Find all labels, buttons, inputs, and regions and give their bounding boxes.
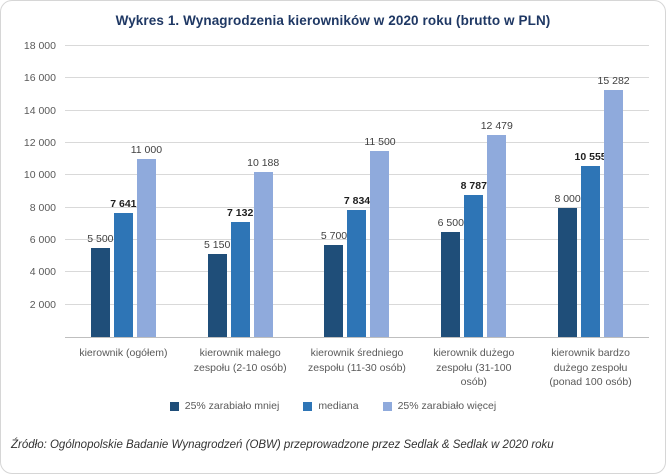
bar bbox=[604, 89, 624, 337]
gridline bbox=[65, 174, 649, 176]
category-label: kierownik bardzo dużego zespołu (ponad 1… bbox=[549, 347, 632, 389]
bar-groups: 5 500 7 641 11 000 5 150 7 132 10 188 5 700 7 8… bbox=[65, 46, 649, 337]
bar-value-label: 7 641 bbox=[110, 198, 137, 211]
legend: 25% zarabiało mniej mediana 25% zarabiało … bbox=[1, 400, 665, 412]
legend-item: 25% zarabiało mniej bbox=[169, 400, 280, 413]
bar-group: 5 500 7 641 11 000 bbox=[65, 46, 182, 337]
y-tick-label: 4 000 bbox=[29, 266, 56, 279]
source-note: Źródło: Ogólnopolskie Badanie Wynagrodze… bbox=[11, 439, 554, 452]
bar-value-label: 6 500 bbox=[437, 216, 464, 229]
gridline bbox=[65, 77, 649, 79]
bar-value-label: 11 000 bbox=[130, 144, 163, 157]
bar-value-label: 7 834 bbox=[343, 195, 371, 208]
y-tick-label: 12 000 bbox=[23, 137, 56, 149]
bar bbox=[324, 244, 344, 337]
bar-value-label: 10 555 bbox=[574, 151, 607, 164]
bar-group: 5 150 7 132 10 188 bbox=[182, 46, 299, 337]
bar bbox=[441, 231, 461, 337]
bar bbox=[370, 151, 390, 337]
bar bbox=[113, 213, 133, 337]
y-tick-label: 6 000 bbox=[29, 234, 56, 246]
bar-value-label: 5 500 bbox=[87, 233, 114, 246]
category-axis: kierownik (ogółem) kierownik małego zespo… bbox=[65, 346, 649, 390]
legend-label: 25% zarabiało więcej bbox=[397, 400, 497, 413]
y-tick-label: 18 000 bbox=[23, 40, 56, 52]
gridline bbox=[65, 109, 649, 111]
legend-swatch bbox=[382, 401, 392, 411]
bar-wrap: 7 641 bbox=[110, 46, 137, 337]
bar-value-label: 5 150 bbox=[204, 238, 231, 251]
bar bbox=[581, 166, 601, 337]
bar-wrap: 10 188 bbox=[247, 46, 279, 337]
category-label: kierownik dużego zespołu (31-100 osób) bbox=[433, 347, 515, 389]
bar-value-label: 8 000 bbox=[554, 192, 581, 205]
legend-item: 25% zarabiało więcej bbox=[382, 400, 497, 413]
legend-swatch bbox=[169, 401, 179, 411]
bar-value-label: 10 188 bbox=[247, 157, 280, 170]
bar bbox=[230, 221, 250, 337]
bar-wrap: 8 000 bbox=[554, 46, 581, 337]
y-tick-label: 8 000 bbox=[29, 201, 56, 214]
bar bbox=[253, 172, 273, 337]
bar bbox=[558, 207, 578, 337]
bar-wrap: 15 282 bbox=[598, 46, 630, 337]
bar-value-label: 12 479 bbox=[480, 120, 513, 133]
bar-value-label: 11 500 bbox=[364, 136, 396, 149]
bar-value-label: 7 132 bbox=[227, 206, 254, 219]
y-tick-label: 2 000 bbox=[29, 298, 56, 311]
plot-area: 2 000 4 000 6 000 8 000 10 000 12 000 14 000 16… bbox=[24, 40, 649, 338]
bar bbox=[464, 194, 484, 337]
chart-area: 2 000 4 000 6 000 8 000 10 000 12 000 14 000 16… bbox=[24, 40, 649, 338]
bar bbox=[90, 248, 110, 337]
bar-wrap: 6 500 bbox=[438, 46, 464, 337]
bar-wrap: 5 150 bbox=[204, 46, 230, 337]
legend-label: mediana bbox=[318, 400, 359, 413]
chart-title: Wykres 1. Wynagrodzenia kierowników w 20… bbox=[115, 13, 551, 28]
gridline bbox=[65, 45, 649, 46]
bar-value-label: 15 282 bbox=[597, 74, 630, 87]
y-tick-label: 16 000 bbox=[23, 72, 56, 85]
bar-value-label: 8 787 bbox=[460, 179, 487, 192]
gridline bbox=[65, 142, 649, 143]
bar-wrap: 7 834 bbox=[344, 46, 370, 337]
legend-label: 25% zarabiało mniej bbox=[184, 400, 280, 413]
bar bbox=[136, 159, 156, 337]
category-label: kierownik (ogółem) bbox=[79, 347, 168, 359]
bar-group: 8 000 10 555 15 282 bbox=[532, 46, 649, 337]
bar bbox=[487, 135, 507, 337]
bar bbox=[347, 210, 367, 337]
bar-value-label: 5 700 bbox=[320, 229, 348, 242]
y-tick-label: 10 000 bbox=[23, 169, 56, 182]
y-tick-label: 14 000 bbox=[23, 104, 56, 117]
bar bbox=[207, 253, 227, 337]
legend-item: mediana bbox=[303, 400, 359, 413]
bar-wrap: 12 479 bbox=[481, 46, 513, 337]
bar-wrap: 11 500 bbox=[364, 46, 396, 337]
bar-wrap: 5 700 bbox=[321, 46, 347, 337]
bar-group: 5 700 7 834 11 500 bbox=[299, 46, 416, 337]
bar-wrap: 7 132 bbox=[227, 46, 253, 337]
category-label: kierownik małego zespołu (2-10 osób) bbox=[193, 347, 287, 374]
category-label: kierownik średniego zespołu (11-30 osób) bbox=[308, 347, 406, 374]
bar-wrap: 11 000 bbox=[131, 46, 162, 337]
gridline bbox=[65, 206, 649, 208]
bar-wrap: 5 500 bbox=[87, 46, 114, 337]
bar-wrap: 10 555 bbox=[575, 46, 607, 337]
bar-wrap: 8 787 bbox=[461, 46, 487, 337]
legend-swatch bbox=[303, 401, 313, 411]
bar-group: 6 500 8 787 12 479 bbox=[415, 46, 532, 337]
